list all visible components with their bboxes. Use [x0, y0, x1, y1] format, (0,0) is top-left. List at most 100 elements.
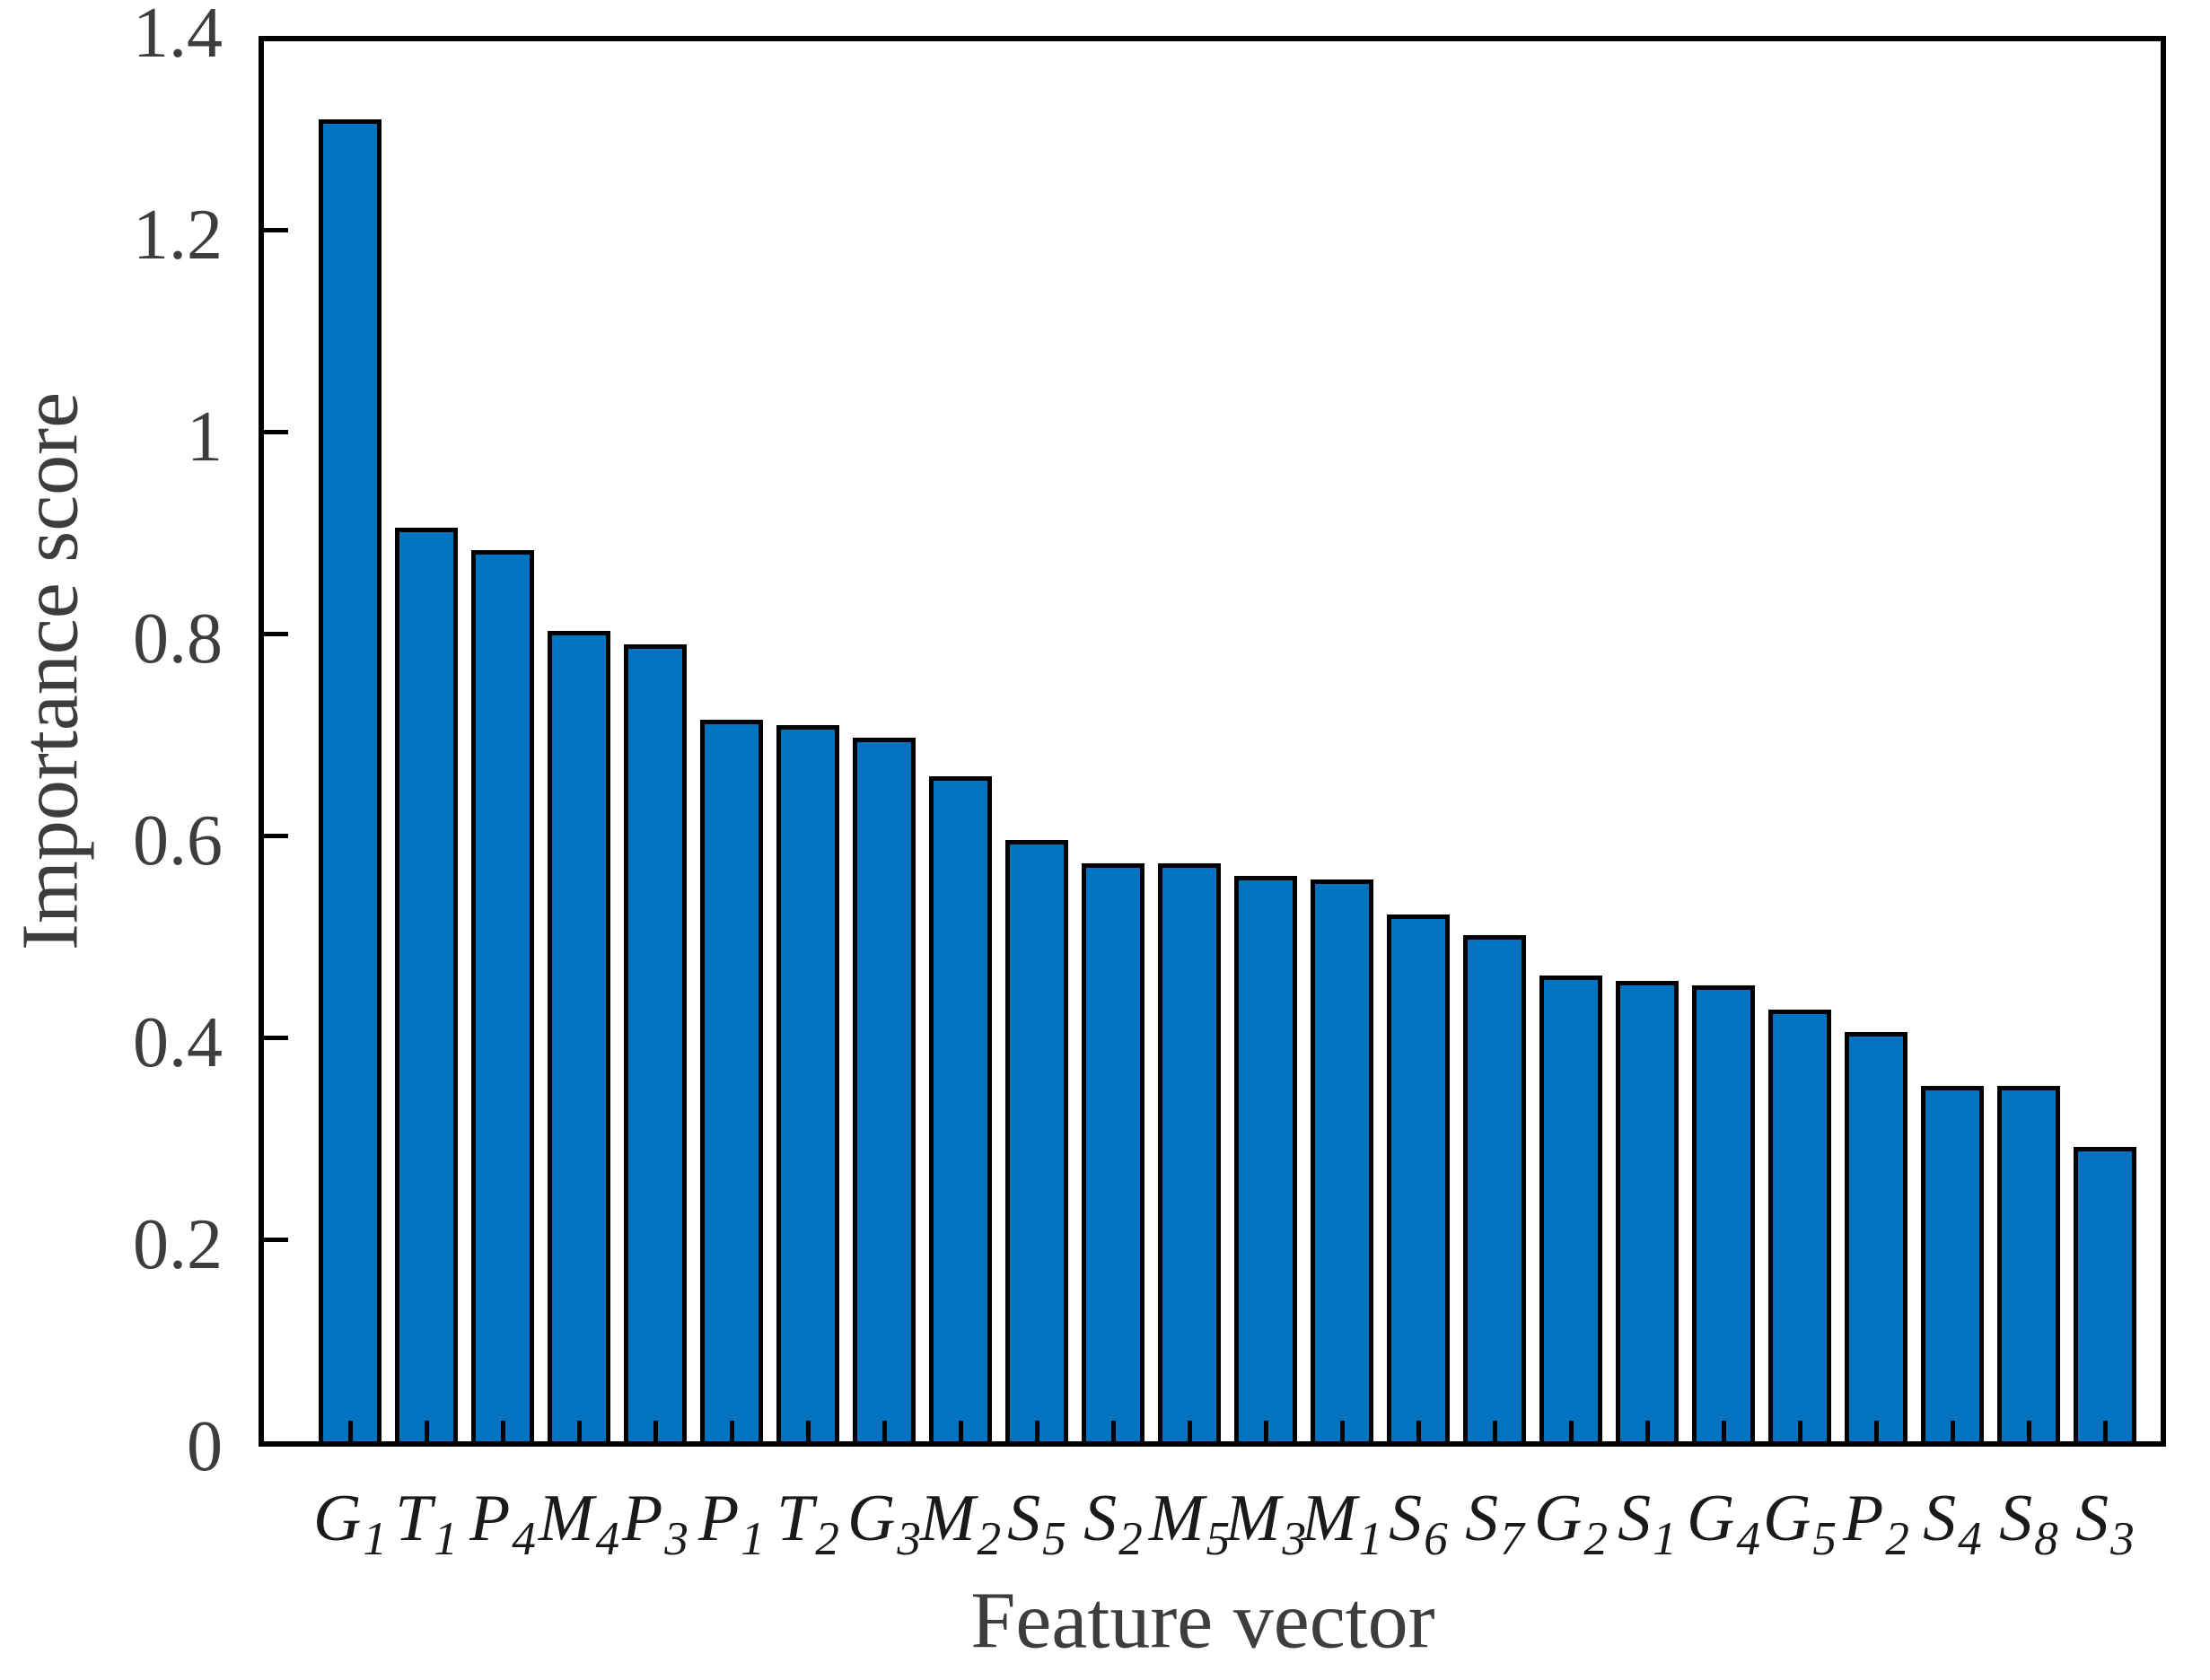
- category-letter: M: [538, 1482, 594, 1555]
- x-category-label-M2: M2: [884, 1474, 1037, 1572]
- category-subscript: 2: [977, 1511, 1002, 1565]
- x-tick-mark: [424, 1421, 429, 1441]
- category-letter: S: [1923, 1482, 1957, 1555]
- y-tick-mark: [264, 429, 288, 434]
- bar-G3: [853, 738, 916, 1441]
- category-subscript: 1: [1358, 1511, 1383, 1565]
- category-letter: M: [1224, 1482, 1281, 1555]
- plot-area: [259, 36, 2166, 1447]
- x-tick-mark: [1644, 1421, 1650, 1441]
- category-subscript: 3: [1282, 1511, 1307, 1565]
- bar-S2: [1082, 862, 1144, 1441]
- x-tick-mark: [347, 1421, 353, 1441]
- category-letter: M: [1301, 1482, 1357, 1555]
- category-letter: G: [1762, 1482, 1811, 1555]
- x-category-label-M4: M4: [503, 1474, 655, 1572]
- x-category-label-G5: G5: [1723, 1474, 1876, 1572]
- category-letter: S: [1389, 1482, 1423, 1555]
- bar-T2: [776, 724, 839, 1441]
- bar-G4: [1692, 984, 1755, 1441]
- y-axis-label: Importance score: [5, 391, 95, 951]
- y-tick-label: 1.2: [133, 196, 223, 275]
- x-category-label-P2: P2: [1800, 1474, 1952, 1572]
- bar-G1: [319, 118, 381, 1441]
- bar-M3: [1234, 876, 1297, 1441]
- x-category-label-S6: S6: [1342, 1474, 1495, 1572]
- category-subscript: 4: [595, 1511, 620, 1565]
- category-letter: S: [2075, 1482, 2109, 1555]
- y-tick-label: 0.2: [133, 1205, 223, 1284]
- category-subscript: 3: [2110, 1511, 2135, 1565]
- bar-S4: [1921, 1086, 1984, 1441]
- category-letter: S: [1465, 1482, 1499, 1555]
- x-category-label-S1: S1: [1571, 1474, 1723, 1572]
- bar-P1: [700, 720, 763, 1441]
- category-letter: G: [312, 1482, 362, 1555]
- bar-P4: [471, 550, 534, 1441]
- y-tick-label: 1.4: [133, 0, 223, 73]
- y-tick-label: 0.4: [133, 1003, 223, 1082]
- category-subscript: 1: [434, 1511, 458, 1565]
- x-category-label-S5: S5: [960, 1474, 1113, 1572]
- category-letter: P: [1843, 1482, 1884, 1555]
- bar-S8: [1997, 1086, 2060, 1441]
- x-tick-mark: [1568, 1421, 1574, 1441]
- category-letter: G: [1533, 1482, 1583, 1555]
- bar-M5: [1158, 862, 1221, 1441]
- x-axis-label: Feature vector: [970, 1576, 1435, 1666]
- bar-S1: [1616, 981, 1679, 1441]
- x-category-label-M5: M5: [1113, 1474, 1266, 1572]
- x-tick-mark: [1187, 1421, 1192, 1441]
- x-category-label-G3: G3: [808, 1474, 960, 1572]
- y-tick-label: 0.8: [133, 599, 223, 678]
- y-tick-label: 0.6: [133, 801, 223, 880]
- x-category-label-G1: G1: [274, 1474, 426, 1572]
- bar-S6: [1387, 914, 1450, 1441]
- category-subscript: 2: [1583, 1511, 1609, 1565]
- bar-M2: [929, 776, 992, 1441]
- category-subscript: 1: [741, 1511, 765, 1565]
- category-subscript: 2: [815, 1511, 839, 1565]
- y-tick-label: 1: [187, 398, 223, 477]
- x-tick-mark: [2026, 1421, 2031, 1441]
- category-subscript: 5: [1206, 1511, 1231, 1565]
- bar-P3: [624, 643, 687, 1441]
- x-tick-mark: [1110, 1421, 1116, 1441]
- bar-G2: [1539, 975, 1602, 1441]
- x-tick-mark: [805, 1421, 811, 1441]
- bar-S7: [1463, 934, 1526, 1441]
- x-tick-mark: [2102, 1421, 2108, 1441]
- y-tick-mark: [264, 1237, 288, 1242]
- x-category-label-S7: S7: [1418, 1474, 1571, 1572]
- x-category-label-P1: P1: [655, 1474, 808, 1572]
- bar-G5: [1768, 1009, 1831, 1441]
- x-category-label-S3: S3: [2029, 1474, 2181, 1572]
- x-category-label-P4: P4: [426, 1474, 579, 1572]
- x-tick-mark: [1492, 1421, 1497, 1441]
- category-letter: P: [469, 1482, 511, 1555]
- y-tick-label: 0: [187, 1407, 223, 1486]
- x-tick-mark: [729, 1421, 734, 1441]
- category-subscript: 1: [1653, 1511, 1677, 1565]
- x-category-label-T2: T2: [732, 1474, 884, 1572]
- category-subscript: 4: [512, 1511, 536, 1565]
- bar-M1: [1311, 879, 1373, 1441]
- x-tick-mark: [1339, 1421, 1345, 1441]
- x-tick-mark: [1797, 1421, 1802, 1441]
- category-letter: S: [1083, 1482, 1118, 1555]
- x-category-label-G4: G4: [1647, 1474, 1800, 1572]
- x-tick-mark: [1034, 1421, 1039, 1441]
- x-category-label-M1: M1: [1266, 1474, 1418, 1572]
- category-subscript: 8: [2034, 1511, 2058, 1565]
- x-category-label-S4: S4: [1876, 1474, 2029, 1572]
- category-letter: T: [395, 1482, 433, 1555]
- category-subscript: 2: [1118, 1511, 1143, 1565]
- x-tick-mark: [1721, 1421, 1726, 1441]
- y-tick-mark: [264, 227, 288, 232]
- y-tick-mark: [264, 631, 288, 636]
- category-subscript: 4: [1736, 1511, 1761, 1565]
- bar-S3: [2074, 1146, 2136, 1441]
- category-letter: S: [1618, 1482, 1652, 1555]
- bar-M4: [548, 631, 610, 1441]
- x-category-label-S8: S8: [1952, 1474, 2105, 1572]
